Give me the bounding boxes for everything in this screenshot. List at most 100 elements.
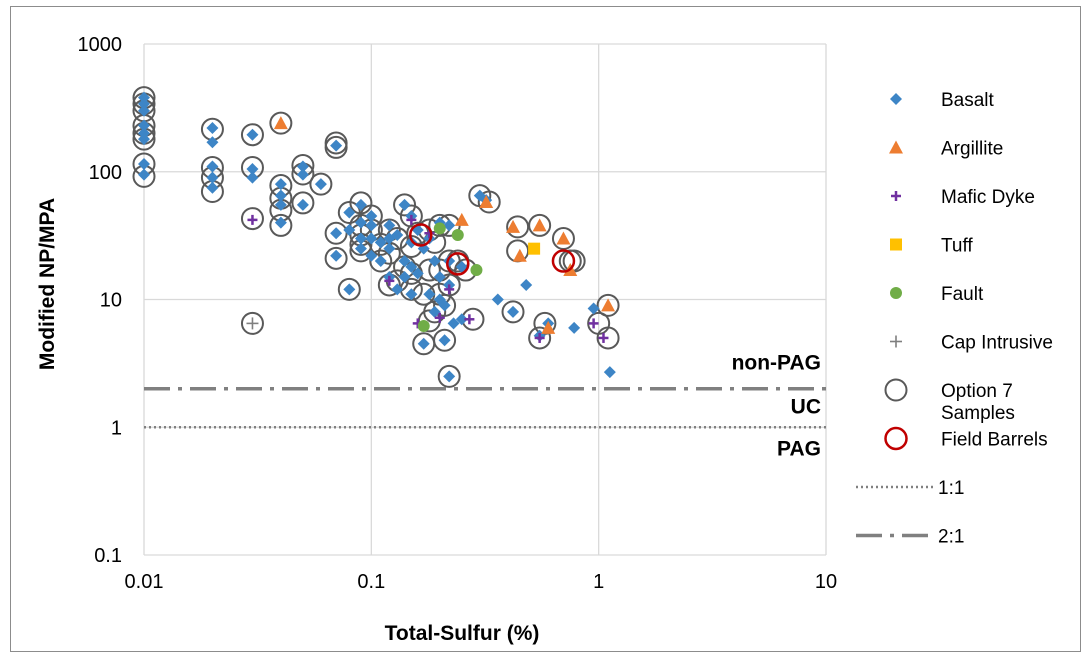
open-circle-marker: [501, 300, 525, 324]
diamond-marker: [428, 305, 441, 318]
data-point: [491, 293, 504, 306]
diamond-marker: [411, 267, 424, 280]
data-point: [528, 326, 552, 350]
legend-item: Basalt: [890, 90, 995, 111]
data-point: [296, 168, 309, 181]
open-circle-marker: [423, 230, 447, 254]
data-point: [330, 139, 343, 152]
diamond-marker: [206, 160, 219, 173]
diamond-marker: [398, 271, 411, 284]
data-point: [393, 193, 417, 217]
data-point: [324, 246, 348, 270]
data-point: [528, 213, 552, 237]
data-point: [330, 227, 343, 240]
diamond-marker: [383, 219, 396, 232]
data-point: [405, 288, 418, 301]
open-circle-marker: [477, 190, 501, 214]
diamond-marker: [274, 216, 287, 229]
data-point: [324, 135, 348, 159]
x-tick-label: 0.1: [357, 571, 385, 593]
square-marker: [528, 242, 541, 255]
series-cap-intrusive: [246, 317, 259, 330]
open-circle-marker: [551, 227, 575, 251]
data-point: [246, 163, 259, 176]
triangle-marker: [541, 320, 556, 334]
data-point: [337, 277, 361, 301]
data-point: [138, 119, 150, 132]
diamond-marker: [383, 242, 396, 255]
open-circle-marker: [291, 191, 315, 215]
data-point: [314, 178, 327, 191]
data-point: [406, 214, 417, 225]
data-point: [533, 311, 557, 335]
data-point: [398, 198, 411, 211]
data-point: [587, 302, 600, 315]
diamond-marker: [365, 232, 378, 245]
legend-item: Field Barrels: [884, 426, 1048, 451]
diamond-marker: [354, 216, 367, 229]
diamond-marker: [365, 249, 378, 262]
data-point: [274, 198, 287, 211]
diamond-marker: [890, 93, 902, 105]
data-point: [343, 223, 356, 236]
open-circle-marker: [369, 232, 393, 256]
legend-marker: [884, 426, 908, 451]
region-label: non-PAG: [732, 352, 821, 375]
circle-marker: [433, 222, 446, 235]
triangle-marker: [506, 219, 521, 233]
diamond-marker: [587, 302, 600, 315]
data-point: [443, 219, 456, 232]
data-point: [273, 116, 288, 130]
data-point: [383, 219, 396, 232]
open-circle-marker: [399, 204, 423, 228]
series-tuff: [528, 242, 720, 448]
data-point: [428, 305, 441, 318]
data-point: [596, 326, 620, 350]
open-circle-marker: [240, 207, 264, 231]
legend-marker: [890, 93, 902, 105]
open-circle-marker: [528, 213, 552, 237]
data-point: [330, 249, 343, 262]
data-point: [428, 255, 441, 268]
data-point: [246, 317, 259, 330]
diamond-marker: [138, 157, 150, 170]
data-point: [568, 321, 581, 334]
diamond-marker: [438, 299, 451, 312]
data-point: [269, 111, 293, 135]
diamond-marker: [206, 136, 219, 149]
diamond-marker: [354, 198, 367, 211]
data-point: [551, 227, 575, 251]
data-point: [398, 255, 411, 268]
legend-marker: [890, 287, 902, 299]
legend-label: 2:1: [938, 527, 964, 548]
diamond-marker: [603, 366, 616, 379]
data-point: [309, 172, 333, 196]
legend-marker: [891, 191, 901, 201]
diamond-marker: [343, 223, 356, 236]
triangle-marker: [601, 298, 616, 312]
square-marker: [890, 238, 902, 251]
x-tick-label: 1: [593, 571, 604, 593]
triangle-marker: [479, 194, 494, 208]
legend-item: Argillite: [889, 139, 1003, 160]
data-point: [588, 318, 599, 329]
data-point: [374, 236, 387, 249]
diamond-marker: [138, 91, 150, 104]
data-point: [417, 337, 430, 350]
open-circle-marker: [884, 378, 908, 402]
data-point: [365, 219, 378, 232]
diamond-marker: [274, 189, 287, 202]
diamond-marker: [374, 236, 387, 249]
data-point: [269, 213, 293, 237]
data-point: [423, 288, 436, 301]
data-point: [343, 206, 356, 219]
open-circle-marker: [551, 249, 576, 273]
region-label: UC: [791, 396, 821, 419]
legend-marker: [884, 378, 908, 402]
diamond-marker: [314, 178, 327, 191]
data-point: [138, 97, 150, 110]
data-point: [470, 264, 483, 277]
data-point: [296, 198, 309, 211]
data-point: [438, 334, 451, 347]
